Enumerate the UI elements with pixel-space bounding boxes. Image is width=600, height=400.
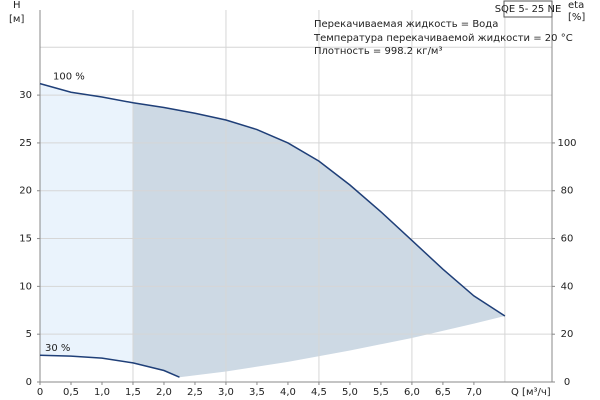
x-label: Q [м³/ч] [511, 387, 551, 398]
y2-tick-label: 20 [561, 329, 574, 340]
x-tick-label: 6,5 [435, 387, 451, 398]
annotation: Перекачиваемая жидкость = Вода [314, 19, 498, 30]
x-tick-label: 1,5 [125, 387, 141, 398]
curve [39, 82, 506, 317]
y-label-unit: [м] [9, 14, 24, 25]
y-tick-label: 10 [19, 281, 32, 292]
y-tick-label: 20 [19, 186, 32, 197]
chart-title: SQE 5- 25 NE [495, 4, 562, 15]
annotation: Плотность = 998.2 кг/м³ [314, 46, 443, 57]
y-tick-label: 15 [19, 234, 32, 245]
x-tick-label: 6,0 [404, 387, 420, 398]
x-tick-label: 0,5 [63, 387, 79, 398]
y-tick-label: 25 [19, 138, 32, 149]
y2-label: eta [568, 0, 584, 11]
y-tick-label: 0 [26, 377, 32, 388]
title-box [503, 0, 553, 18]
y2-tick-label: 0 [564, 377, 570, 388]
x-tick-label: 5,5 [373, 387, 389, 398]
marks [39, 82, 506, 378]
x-tick-label: 2,5 [187, 387, 203, 398]
x-tick-label: 7,0 [466, 387, 482, 398]
x-tick-label: 0 [37, 387, 43, 398]
curve-label: 100 % [53, 72, 85, 83]
y-tick-label: 5 [26, 329, 32, 340]
curve [39, 354, 180, 378]
y2-tick-label: 60 [561, 234, 574, 245]
curve-label: 30 % [45, 343, 70, 354]
x-tick-label: 3,0 [218, 387, 234, 398]
x-tick-label: 1,0 [94, 387, 110, 398]
fills [40, 83, 505, 378]
x-tick-label: 4,5 [311, 387, 327, 398]
y2-label-unit: [%] [568, 12, 585, 23]
y-tick-label: 30 [19, 90, 32, 101]
y-label: H [13, 0, 21, 11]
fill-area-left [40, 83, 133, 363]
x-tick-label: 3,5 [249, 387, 265, 398]
y2-tick-label: 80 [561, 186, 574, 197]
annotation: Температура перекачиваемой жидкости = 20… [313, 33, 573, 44]
x-tick-label: 2,0 [156, 387, 172, 398]
y2-tick-label: 40 [561, 281, 574, 292]
grid [37, 10, 555, 385]
x-tick-label: 5,0 [342, 387, 358, 398]
y2-tick-label: 100 [557, 138, 576, 149]
x-tick-label: 4,0 [280, 387, 296, 398]
